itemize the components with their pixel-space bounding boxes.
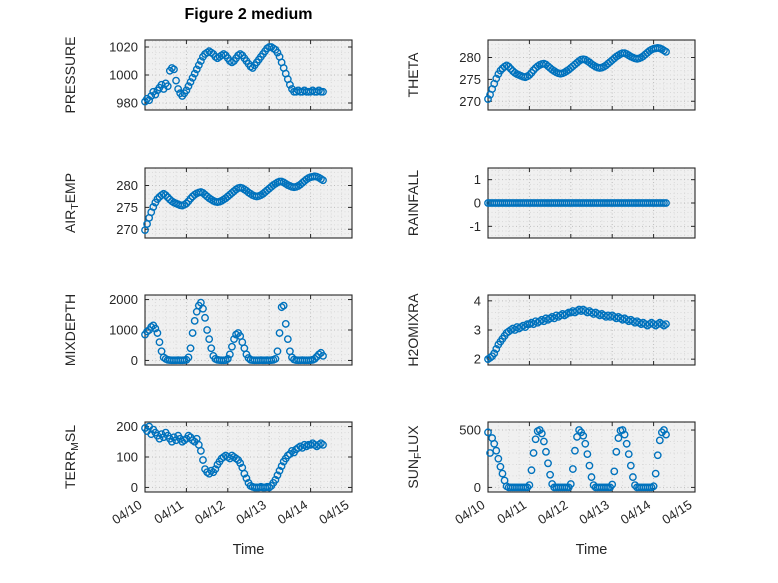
svg-text:04/12: 04/12 bbox=[535, 497, 570, 527]
svg-text:0: 0 bbox=[131, 353, 138, 368]
svg-text:H2OMIXRA: H2OMIXRA bbox=[405, 293, 421, 367]
svg-text:0: 0 bbox=[474, 480, 481, 495]
svg-text:1: 1 bbox=[474, 172, 481, 187]
svg-text:100: 100 bbox=[116, 450, 138, 465]
subplot-mixdepth: 0 1000 2000 MIXDEPTH bbox=[62, 292, 353, 368]
svg-text:AIRTEMP: AIRTEMP bbox=[62, 173, 81, 233]
svg-text:2: 2 bbox=[474, 352, 481, 367]
svg-text:0: 0 bbox=[131, 480, 138, 495]
svg-text:500: 500 bbox=[459, 423, 481, 438]
svg-text:04/10: 04/10 bbox=[452, 497, 487, 527]
svg-text:TERRMSL: TERRMSL bbox=[62, 425, 81, 489]
svg-text:04/14: 04/14 bbox=[275, 497, 310, 527]
subplot-theta: 270 275 280 THETA bbox=[405, 39, 696, 111]
svg-text:Time: Time bbox=[233, 542, 265, 558]
subplot-sun-flux: 0 500 04/10 04/11 04/12 04/13 04/14 04/15 Time SU… bbox=[405, 421, 696, 558]
svg-text:04/10: 04/10 bbox=[109, 497, 144, 527]
svg-text:2000: 2000 bbox=[109, 292, 138, 307]
figure-title: Figure 2 medium bbox=[184, 6, 313, 23]
svg-text:1020: 1020 bbox=[109, 40, 138, 55]
svg-text:3: 3 bbox=[474, 323, 481, 338]
svg-text:270: 270 bbox=[459, 94, 481, 109]
svg-text:280: 280 bbox=[116, 178, 138, 193]
svg-text:Time: Time bbox=[576, 542, 608, 558]
svg-text:280: 280 bbox=[459, 50, 481, 65]
subplot-air-temp: 270 275 280 AIRTEMP bbox=[62, 167, 353, 239]
svg-text:04/13: 04/13 bbox=[576, 497, 611, 527]
svg-text:PRESSURE: PRESSURE bbox=[62, 36, 78, 113]
svg-text:275: 275 bbox=[116, 200, 138, 215]
svg-text:MIXDEPTH: MIXDEPTH bbox=[62, 294, 78, 366]
svg-text:980: 980 bbox=[116, 96, 138, 111]
svg-text:04/15: 04/15 bbox=[316, 497, 351, 527]
svg-text:RAINFALL: RAINFALL bbox=[405, 170, 421, 236]
svg-text:0: 0 bbox=[474, 196, 481, 211]
subplot-h2omixra: 2 3 4 H2OMIXRA bbox=[405, 293, 696, 367]
svg-text:-1: -1 bbox=[469, 219, 481, 234]
svg-text:SUNFLUX: SUNFLUX bbox=[405, 425, 424, 489]
svg-text:270: 270 bbox=[116, 222, 138, 237]
svg-text:1000: 1000 bbox=[109, 323, 138, 338]
svg-text:04/13: 04/13 bbox=[233, 497, 268, 527]
subplot-pressure: 980 1000 1020 PRESSURE bbox=[62, 36, 353, 114]
svg-text:200: 200 bbox=[116, 419, 138, 434]
svg-text:04/15: 04/15 bbox=[659, 497, 694, 527]
svg-text:04/11: 04/11 bbox=[494, 497, 529, 527]
subplot-terr-msl: 0 100 200 04/10 04/11 04/12 04/13 04/14 04/15 Tim… bbox=[62, 419, 353, 558]
svg-text:4: 4 bbox=[474, 293, 481, 308]
svg-text:1000: 1000 bbox=[109, 68, 138, 83]
svg-text:04/14: 04/14 bbox=[618, 497, 653, 527]
subplot-rainfall: -1 0 1 RAINFALL bbox=[405, 167, 696, 239]
svg-text:04/11: 04/11 bbox=[151, 497, 186, 527]
svg-text:275: 275 bbox=[459, 72, 481, 87]
svg-text:04/12: 04/12 bbox=[192, 497, 227, 527]
svg-text:THETA: THETA bbox=[405, 52, 421, 98]
